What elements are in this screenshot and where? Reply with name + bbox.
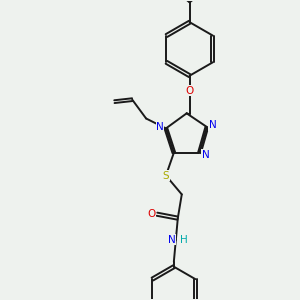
Text: N: N	[202, 150, 209, 160]
Text: H: H	[180, 235, 188, 245]
Text: O: O	[147, 209, 155, 219]
Text: S: S	[163, 171, 169, 181]
Text: N: N	[156, 122, 164, 132]
Text: O: O	[185, 85, 194, 96]
Text: N: N	[209, 120, 217, 130]
Text: N: N	[168, 235, 176, 245]
